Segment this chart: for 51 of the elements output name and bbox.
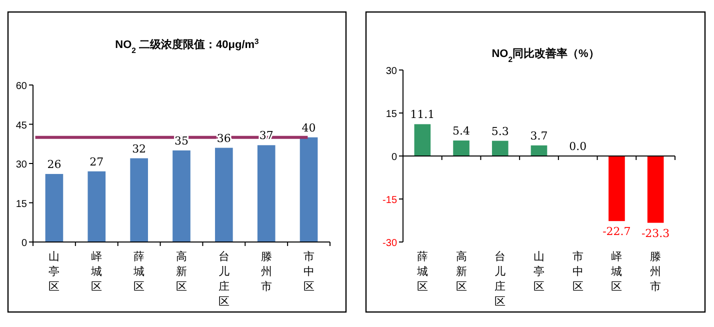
- bar: [88, 171, 106, 242]
- x-tick-label: 峄城区: [90, 250, 102, 293]
- y-tick-label: 15: [16, 198, 28, 210]
- bar: [453, 140, 470, 156]
- x-tick-label: 滕州市: [650, 250, 662, 293]
- y-tick-label: -30: [382, 238, 398, 249]
- x-tick-label: 台儿庄区: [218, 250, 230, 308]
- y-tick-label: 0: [21, 238, 28, 249]
- data-label: 5.3: [491, 124, 509, 138]
- y-tick-label: 30: [386, 66, 398, 77]
- bar: [608, 156, 625, 222]
- data-label: 37: [259, 129, 274, 142]
- y-tick-label: 30: [16, 160, 28, 170]
- bar: [215, 148, 233, 242]
- data-label: 11.1: [410, 108, 435, 122]
- data-label: -22.7: [602, 225, 631, 238]
- bar: [492, 140, 508, 156]
- x-tick-label: 山亭区: [48, 250, 60, 293]
- bar: [300, 137, 318, 242]
- bar: [414, 124, 431, 156]
- x-tick-label: 薛城区: [132, 250, 145, 293]
- y-tick-label: 15: [386, 109, 398, 120]
- x-tick-label: 滕州市: [260, 250, 272, 293]
- chart-title: NO$_{2}$ 二级浓度限值：40μg/m$^{3}$: [115, 36, 259, 54]
- x-tick-label: 市中区: [303, 250, 314, 293]
- x-tick-label: 峄城区: [610, 250, 622, 293]
- y-tick-label: 0: [391, 152, 398, 163]
- data-label: 40: [302, 121, 316, 134]
- bar: [647, 156, 664, 223]
- data-label: 3.7: [530, 129, 548, 142]
- bar: [530, 145, 548, 156]
- x-tick-label: 市中区: [572, 250, 584, 293]
- data-label: 32: [132, 142, 146, 156]
- bar: [172, 150, 190, 242]
- x-tick-label: 高新区: [176, 250, 187, 293]
- data-label: -23.3: [641, 226, 670, 240]
- data-label: 27: [90, 155, 104, 168]
- x-tick-label: 台儿庄区: [494, 250, 506, 308]
- x-tick-label: 山亭区: [534, 250, 544, 293]
- bar: [130, 158, 148, 242]
- y-tick-label: -15: [382, 195, 398, 206]
- data-label: 0.0: [569, 140, 587, 153]
- bar: [45, 174, 64, 242]
- x-tick-label: 薛城区: [416, 250, 428, 293]
- data-label: 26: [47, 158, 62, 171]
- y-tick-label: 45: [16, 120, 28, 132]
- y-tick-label: 60: [16, 81, 28, 92]
- x-tick-label: 高新区: [456, 250, 467, 293]
- chart-title: NO$_{2}$同比改善率（%）: [492, 47, 600, 64]
- data-label: 5.4: [452, 124, 470, 138]
- bar: [257, 145, 276, 242]
